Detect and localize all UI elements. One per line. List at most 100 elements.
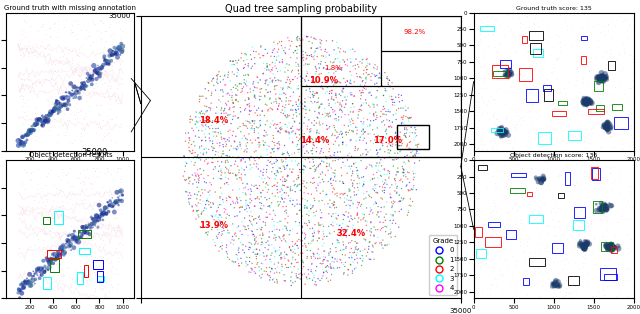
Point bbox=[228, 200, 239, 205]
Point bbox=[226, 121, 236, 126]
Point bbox=[580, 112, 590, 117]
Point bbox=[211, 149, 221, 154]
Point bbox=[98, 211, 108, 216]
Point bbox=[376, 173, 386, 178]
Point bbox=[108, 202, 118, 207]
Point bbox=[46, 124, 56, 129]
Point bbox=[67, 88, 77, 93]
Point bbox=[65, 91, 76, 96]
Point bbox=[524, 50, 534, 55]
Point bbox=[22, 247, 32, 252]
Point bbox=[272, 169, 282, 174]
Point bbox=[207, 214, 218, 219]
Point bbox=[64, 241, 74, 246]
Point bbox=[404, 159, 414, 164]
Point bbox=[113, 199, 123, 204]
Point bbox=[221, 196, 232, 201]
Point bbox=[316, 172, 326, 177]
Point bbox=[534, 75, 544, 80]
Point bbox=[390, 131, 401, 136]
Point bbox=[600, 203, 610, 208]
Point bbox=[624, 184, 634, 189]
Point bbox=[74, 98, 84, 103]
Point bbox=[353, 173, 363, 178]
Point bbox=[280, 143, 290, 148]
Point bbox=[376, 163, 387, 168]
Point bbox=[531, 60, 541, 65]
Point bbox=[236, 172, 246, 177]
Point bbox=[354, 64, 364, 69]
Point bbox=[252, 125, 262, 130]
Point bbox=[522, 278, 532, 283]
Point bbox=[240, 227, 250, 232]
Point bbox=[329, 200, 339, 205]
Point bbox=[536, 180, 547, 185]
Point bbox=[29, 271, 40, 276]
Point bbox=[225, 257, 235, 262]
Point bbox=[372, 160, 382, 165]
Point bbox=[106, 200, 116, 205]
Point bbox=[611, 255, 621, 260]
Point bbox=[103, 225, 113, 230]
Point bbox=[579, 246, 589, 251]
Point bbox=[339, 229, 349, 234]
Point bbox=[211, 155, 221, 160]
Point bbox=[324, 146, 335, 151]
Point bbox=[608, 246, 618, 251]
Point bbox=[495, 127, 505, 133]
Point bbox=[555, 48, 565, 53]
Point bbox=[308, 160, 319, 165]
Point bbox=[519, 255, 529, 260]
Point bbox=[570, 283, 580, 288]
Point bbox=[345, 119, 355, 124]
Point bbox=[254, 144, 264, 149]
Point bbox=[93, 225, 103, 230]
Point bbox=[541, 136, 551, 141]
Point bbox=[298, 167, 308, 172]
Point bbox=[497, 130, 508, 135]
Point bbox=[378, 143, 388, 148]
Point bbox=[394, 137, 404, 142]
Point bbox=[278, 227, 288, 232]
Point bbox=[541, 222, 552, 227]
Point bbox=[289, 112, 299, 117]
Point bbox=[51, 185, 61, 190]
Point bbox=[33, 266, 44, 271]
Point bbox=[257, 109, 268, 114]
Point bbox=[83, 78, 93, 84]
Point bbox=[101, 212, 111, 217]
Point bbox=[233, 99, 243, 104]
Point bbox=[330, 93, 340, 98]
Point bbox=[328, 211, 338, 216]
Point bbox=[316, 102, 326, 107]
Point bbox=[524, 34, 534, 39]
Point bbox=[579, 246, 589, 251]
Point bbox=[300, 96, 310, 101]
Point bbox=[269, 232, 280, 237]
Point bbox=[47, 252, 58, 257]
Point bbox=[58, 96, 68, 101]
Point bbox=[380, 224, 390, 229]
Point bbox=[195, 110, 205, 115]
Point bbox=[220, 159, 230, 164]
Point bbox=[211, 126, 221, 131]
Point bbox=[234, 81, 244, 86]
Point bbox=[524, 25, 534, 30]
Point bbox=[93, 245, 104, 250]
Point bbox=[227, 93, 237, 98]
Point bbox=[56, 95, 67, 100]
Point bbox=[618, 126, 628, 131]
Point bbox=[609, 244, 619, 249]
Point bbox=[289, 179, 299, 184]
Point bbox=[496, 225, 506, 230]
Point bbox=[404, 188, 414, 193]
Point bbox=[613, 249, 623, 254]
Point bbox=[358, 127, 368, 132]
Point bbox=[200, 159, 210, 164]
Point bbox=[501, 181, 511, 186]
Point bbox=[539, 262, 549, 267]
Point bbox=[579, 102, 589, 107]
Point bbox=[372, 182, 382, 187]
Point bbox=[550, 255, 560, 260]
Point bbox=[527, 101, 538, 106]
